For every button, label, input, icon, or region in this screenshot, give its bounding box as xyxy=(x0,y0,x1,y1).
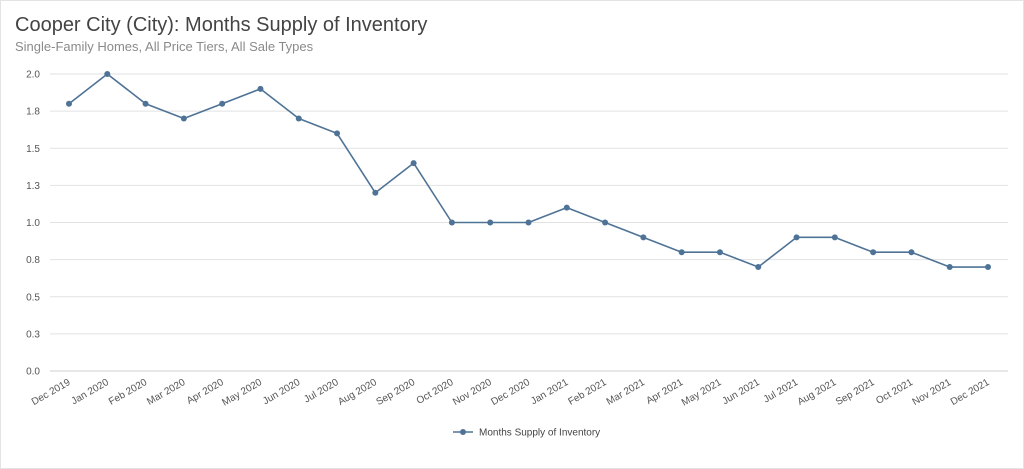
data-point xyxy=(66,100,72,107)
data-point xyxy=(831,234,838,241)
data-point xyxy=(295,115,302,122)
data-point xyxy=(372,189,379,196)
data-point xyxy=(334,130,341,137)
data-point xyxy=(602,219,609,226)
data-point xyxy=(104,71,111,77)
x-tick-label: Oct 2020 xyxy=(415,377,456,407)
data-point xyxy=(219,100,226,107)
data-point xyxy=(180,115,187,122)
data-point xyxy=(487,219,494,226)
y-tick-label: 1.0 xyxy=(26,218,40,229)
data-point xyxy=(525,219,532,226)
x-tick-label: May 2021 xyxy=(680,377,724,409)
y-tick-label: 1.8 xyxy=(26,107,40,118)
y-tick-label: 1.5 xyxy=(26,144,40,155)
x-tick-label: Feb 2020 xyxy=(107,377,149,408)
data-point xyxy=(563,204,570,211)
data-point xyxy=(716,249,723,256)
x-tick-label: Sep 2021 xyxy=(834,377,877,408)
data-point xyxy=(755,264,762,271)
x-tick-label: Sep 2020 xyxy=(375,377,418,408)
x-tick-label: Nov 2021 xyxy=(911,377,954,408)
data-point xyxy=(142,100,149,107)
y-tick-label: 0.5 xyxy=(26,292,40,303)
y-tick-label: 0.3 xyxy=(26,329,40,340)
y-tick-label: 0.8 xyxy=(26,255,40,266)
data-point xyxy=(793,234,800,241)
data-point xyxy=(908,249,915,256)
x-tick-label: Oct 2021 xyxy=(874,377,915,407)
x-tick-label: Apr 2021 xyxy=(645,377,686,407)
data-point xyxy=(448,219,455,226)
y-tick-label: 2.0 xyxy=(26,70,40,81)
x-tick-label: Jul 2021 xyxy=(762,377,801,406)
x-tick-label: Aug 2020 xyxy=(336,377,379,408)
series-line xyxy=(68,73,988,268)
x-tick-label: Dec 2021 xyxy=(949,377,992,408)
legend-marker xyxy=(460,429,466,435)
data-point xyxy=(410,160,417,167)
data-point xyxy=(870,249,877,256)
data-point xyxy=(640,234,647,241)
data-point xyxy=(946,264,953,271)
x-tick-label: Aug 2021 xyxy=(796,377,839,408)
x-tick-label: May 2020 xyxy=(220,377,264,409)
data-point xyxy=(678,249,685,256)
y-tick-label: 0.0 xyxy=(26,367,40,378)
x-tick-label: Jan 2021 xyxy=(529,377,571,407)
x-tick-label: Feb 2021 xyxy=(566,377,608,408)
data-point xyxy=(257,85,264,92)
y-tick-label: 1.3 xyxy=(26,181,40,192)
x-tick-label: Apr 2020 xyxy=(185,377,226,407)
x-tick-label: Mar 2021 xyxy=(605,377,647,408)
x-tick-label: Nov 2020 xyxy=(451,377,494,408)
x-tick-label: Dec 2020 xyxy=(489,377,532,408)
x-tick-label: Dec 2019 xyxy=(30,377,73,408)
x-tick-label: Jul 2020 xyxy=(302,377,341,406)
x-tick-label: Mar 2020 xyxy=(145,377,187,408)
chart-subtitle: Single-Family Homes, All Price Tiers, Al… xyxy=(15,39,314,54)
chart-title: Cooper City (City): Months Supply of Inv… xyxy=(15,14,428,36)
x-tick-label: Jan 2020 xyxy=(70,377,112,407)
x-tick-label: Jun 2020 xyxy=(261,377,303,407)
x-tick-label: Jun 2021 xyxy=(721,377,763,407)
legend-label: Months Supply of Inventory xyxy=(479,428,600,439)
data-point xyxy=(985,264,991,271)
